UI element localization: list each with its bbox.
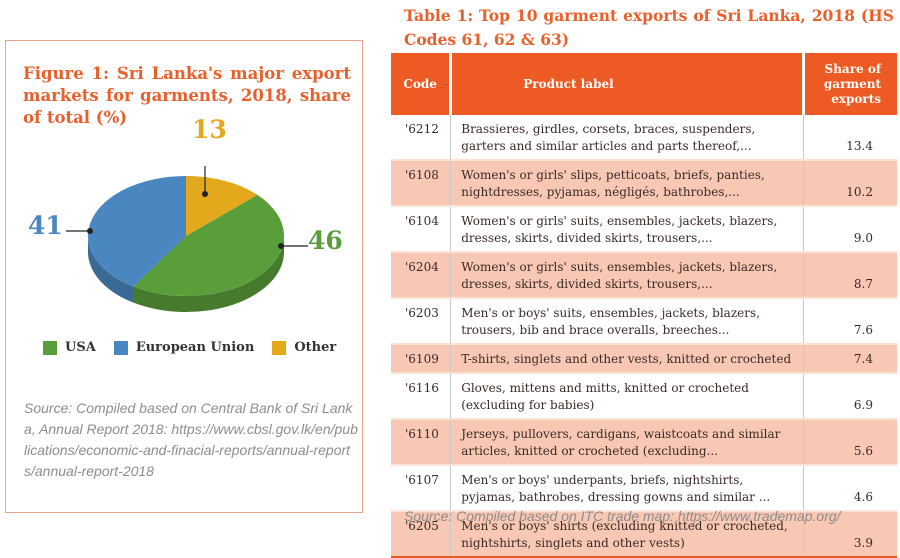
pie-label-usa: 46 — [308, 226, 343, 255]
cell-share: 7.6 — [803, 298, 897, 345]
pie-label-other: 13 — [192, 115, 227, 144]
table-title: Table 1: Top 10 garment exports of Sri L… — [404, 6, 894, 49]
cell-product-label: Men's or boys' suits, ensembles, jackets… — [450, 298, 805, 345]
leader-dot-eu — [87, 228, 93, 234]
cell-code: '6108 — [391, 160, 451, 207]
pie-label-eu: 41 — [28, 211, 63, 240]
table-source: Source: Compiled based on ITC trade map:… — [404, 508, 841, 524]
cell-product-label: Brassieres, girdles, corsets, braces, su… — [450, 115, 805, 161]
cell-share: 8.7 — [803, 252, 897, 299]
cell-code: '6204 — [391, 252, 451, 299]
cell-code: '6104 — [391, 206, 451, 253]
cell-product-label: Women's or girls' suits, ensembles, jack… — [450, 206, 805, 253]
legend-swatch-usa — [43, 340, 57, 355]
cell-code: '6212 — [391, 115, 451, 161]
pie-chart: 46 41 13 — [6, 115, 364, 381]
pie-side-eu — [88, 236, 134, 303]
pie-side-usa — [133, 236, 284, 312]
cell-product-label: Women's or girls' suits, ensembles, jack… — [450, 252, 805, 299]
leader-dot-other — [202, 191, 208, 197]
cell-share: 9.0 — [803, 206, 897, 253]
table-row: '6116 Gloves, mittens and mitts, knitted … — [391, 373, 897, 420]
garment-exports-table: Code Product label Share of garment expo… — [391, 53, 897, 558]
header-share: Share of garment exports — [803, 53, 897, 115]
cell-product-label: Women's or girls' slips, petticoats, bri… — [450, 160, 805, 207]
table-row: '6204 Women's or girls' suits, ensembles,… — [391, 252, 897, 299]
leader-dot-usa — [278, 243, 284, 249]
cell-product-label: Jerseys, pullovers, cardigans, waistcoat… — [450, 419, 805, 466]
cell-code: '6109 — [391, 344, 451, 374]
cell-product-label: T-shirts, singlets and other vests, knit… — [450, 344, 805, 374]
pie-chart-svg — [66, 166, 308, 312]
cell-share: 10.2 — [803, 160, 897, 207]
figure-title: Figure 1: Sri Lanka's major export marke… — [23, 64, 351, 127]
table-row: '6203 Men's or boys' suits, ensembles, ja… — [391, 298, 897, 345]
figure-source: Source: Compiled based on Central Bank o… — [24, 400, 358, 479]
legend-swatch-eu — [113, 340, 128, 355]
cell-share: 5.6 — [803, 419, 897, 466]
cell-code: '6203 — [391, 298, 451, 345]
cell-share: 13.4 — [803, 115, 897, 161]
table-row: '6107 Men's or boys' underpants, briefs, … — [391, 465, 897, 512]
legend-label-other: Other — [294, 340, 337, 355]
legend-label-eu: European Union — [135, 340, 255, 355]
legend-item-usa: USA — [43, 340, 96, 355]
pie-slice-eu — [88, 176, 186, 287]
cell-share: 7.4 — [803, 344, 897, 374]
cell-code: '6116 — [391, 373, 451, 420]
table-row: '6109 T-shirts, singlets and other vests,… — [391, 344, 897, 374]
cell-product-label: Men's or boys' underpants, briefs, night… — [450, 465, 805, 512]
header-code: Code — [391, 53, 453, 115]
table-row: '6212 Brassieres, girdles, corsets, brace… — [391, 115, 897, 161]
cell-share: 6.9 — [803, 373, 897, 420]
header-product-label: Product label — [450, 53, 806, 115]
table-row: '6104 Women's or girls' suits, ensembles,… — [391, 206, 897, 253]
cell-code: '6107 — [391, 465, 451, 512]
legend-label-usa: USA — [65, 340, 96, 355]
table-header-row: Code Product label Share of garment expo… — [391, 53, 897, 115]
cell-product-label: Gloves, mittens and mitts, knitted or cr… — [450, 373, 805, 420]
legend-item-other: Other — [272, 340, 336, 355]
pie-slice-other — [186, 176, 258, 236]
table-row: '6110 Jerseys, pullovers, cardigans, wais… — [391, 419, 897, 466]
chart-legend: USA European Union Other — [43, 340, 354, 355]
legend-item-eu: European Union — [113, 340, 255, 355]
cell-share: 4.6 — [803, 465, 897, 512]
pie-slice-usa — [133, 194, 284, 296]
figure-panel: Figure 1: Sri Lanka's major export marke… — [5, 40, 363, 513]
legend-swatch-other — [272, 340, 287, 355]
cell-code: '6110 — [391, 419, 451, 466]
table-row: '6108 Women's or girls' slips, petticoats… — [391, 160, 897, 207]
